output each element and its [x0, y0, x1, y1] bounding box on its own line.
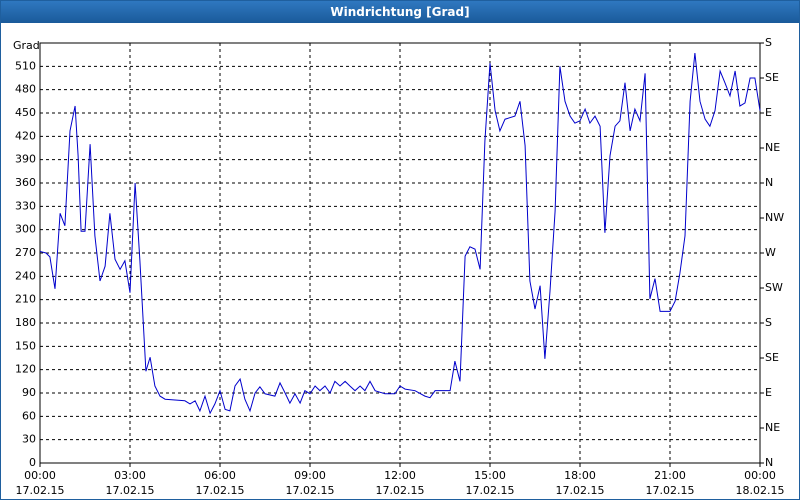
y2-tick-label: SE: [765, 71, 779, 84]
x-tick-label: 06:00: [204, 469, 236, 482]
y-tick-label: 330: [15, 199, 36, 212]
y-tick-label: 240: [15, 269, 36, 282]
x-tick-label: 09:00: [294, 469, 326, 482]
x-tick-label: 03:00: [114, 469, 146, 482]
x-tick-date: 17.02.15: [556, 484, 605, 497]
chart: Grad 0 30 60 90 120 150 180 210 240 270 300 330 360 3…: [13, 36, 785, 497]
x-tick-date: 17.02.15: [646, 484, 695, 497]
x-tick-label: 15:00: [474, 469, 506, 482]
y-tick-label: 60: [22, 409, 36, 422]
y2-tick-label: E: [765, 386, 772, 399]
y2-tick-label: E: [765, 106, 772, 119]
y-tick-label: 180: [15, 316, 36, 329]
y2-tick-label: S: [765, 316, 772, 329]
y2-tick-label: S: [765, 36, 772, 49]
y2-tick-label: NW: [765, 211, 784, 224]
x-tick-date: 17.02.15: [376, 484, 425, 497]
y-tick-label: 0: [29, 456, 36, 469]
x-tick-label: 00:00: [24, 469, 56, 482]
x-tick-date: 17.02.15: [16, 484, 65, 497]
y-tick-label: 300: [15, 223, 36, 236]
y-tick-label: 270: [15, 246, 36, 259]
x-tick-label: 18:00: [564, 469, 596, 482]
x-tick-date: 17.02.15: [466, 484, 515, 497]
y-tick-label: 210: [15, 293, 36, 306]
y2-tick-label: N: [765, 176, 773, 189]
x-tick-date: 18.02.15: [736, 484, 785, 497]
y2-tick-label: NE: [765, 421, 780, 434]
y2-tick-label: NE: [765, 141, 780, 154]
y-tick-label: 480: [15, 83, 36, 96]
y-tick-label: 450: [15, 106, 36, 119]
data-line: [39, 53, 761, 415]
y-tick-label: 510: [15, 59, 36, 72]
x-tick-date: 17.02.15: [196, 484, 245, 497]
x-tick-label: 21:00: [654, 469, 686, 482]
x-tick-label: 12:00: [384, 469, 416, 482]
y-tick-label: 420: [15, 129, 36, 142]
y2-tick-label: W: [765, 246, 776, 259]
x-tick-date: 17.02.15: [286, 484, 335, 497]
title-bar: Windrichtung [Grad]: [1, 1, 799, 23]
y-tick-label: 150: [15, 339, 36, 352]
y-tick-label: 360: [15, 176, 36, 189]
x-tick-date: 17.02.15: [106, 484, 155, 497]
y-axis-label: Grad: [13, 39, 40, 52]
y-tick-label: 120: [15, 363, 36, 376]
y-tick-label: 30: [22, 433, 36, 446]
y2-tick-label: SW: [765, 281, 783, 294]
y-tick-label: 90: [22, 386, 36, 399]
x-tick-label: 00:00: [744, 469, 776, 482]
y2-tick-label: SE: [765, 351, 779, 364]
y2-tick-label: N: [765, 456, 773, 469]
y-tick-label: 390: [15, 153, 36, 166]
